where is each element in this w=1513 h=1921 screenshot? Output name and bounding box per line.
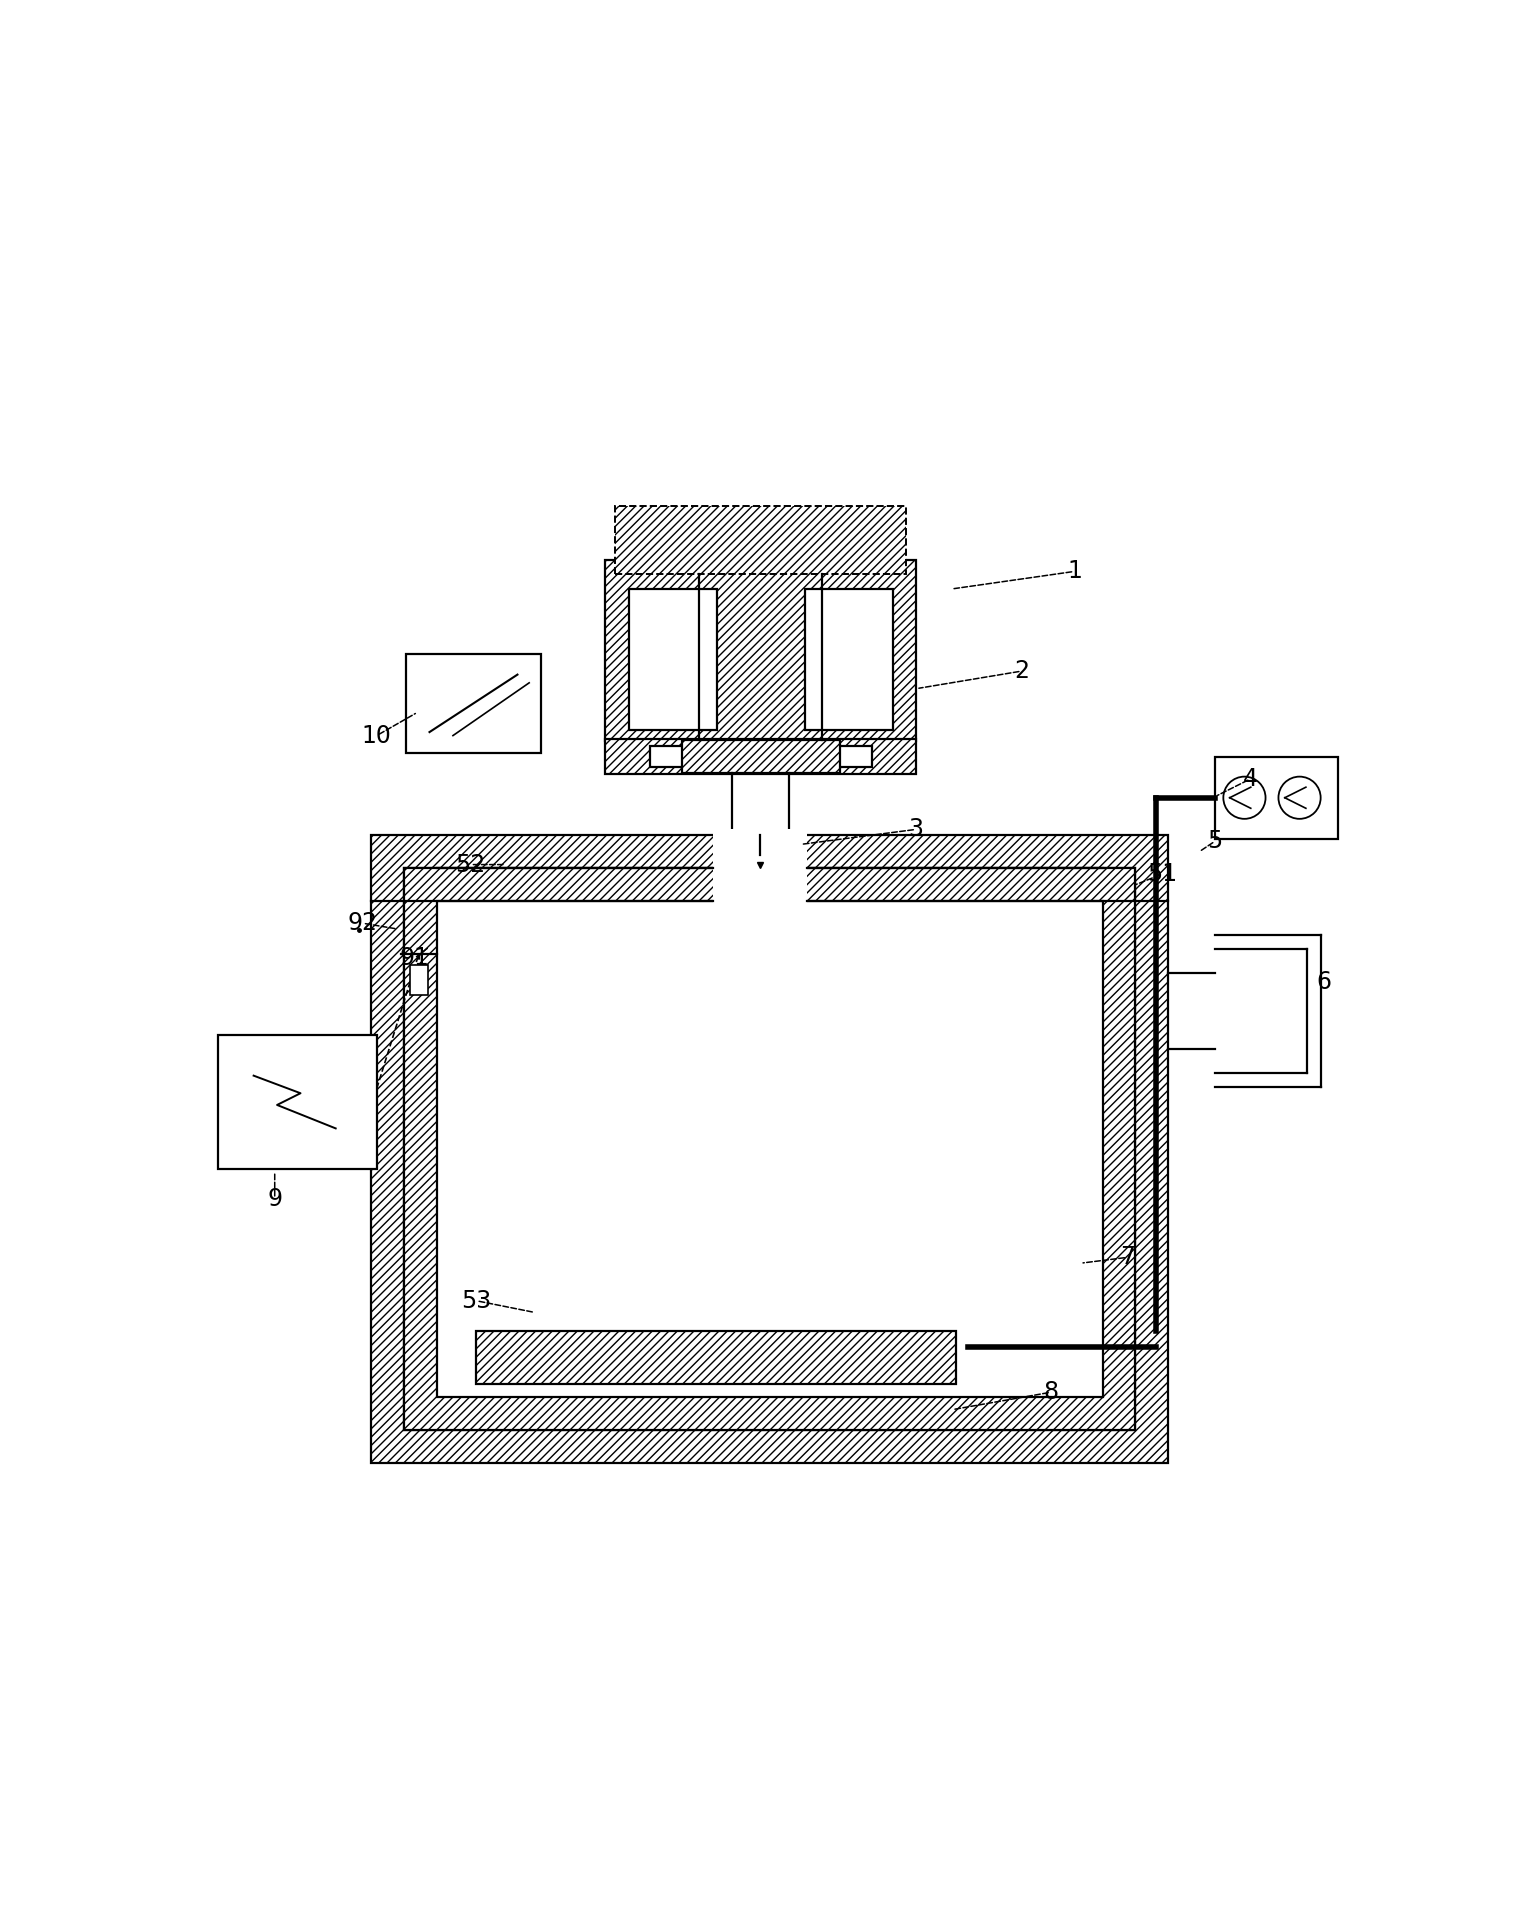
Bar: [404, 868, 1135, 1429]
Bar: [404, 868, 1135, 1429]
Text: 52: 52: [455, 853, 486, 876]
Bar: [651, 745, 871, 766]
Bar: [437, 901, 1103, 1397]
Text: 9: 9: [268, 1187, 283, 1210]
Bar: [614, 505, 906, 574]
Bar: [477, 1331, 956, 1383]
Bar: [713, 830, 806, 907]
Bar: [629, 590, 717, 730]
Text: 2: 2: [1014, 659, 1029, 684]
Bar: [405, 653, 542, 753]
Text: 3: 3: [909, 818, 923, 841]
Bar: [218, 1035, 377, 1170]
Bar: [371, 836, 1168, 1462]
Text: 5: 5: [1207, 830, 1223, 853]
Text: 10: 10: [362, 724, 392, 747]
Text: 7: 7: [1120, 1245, 1135, 1270]
Bar: [605, 559, 915, 742]
Text: 4: 4: [1242, 766, 1257, 791]
Text: 6: 6: [1316, 970, 1331, 993]
Bar: [1215, 757, 1337, 839]
Text: 92: 92: [348, 911, 378, 936]
Text: 8: 8: [1044, 1379, 1059, 1404]
Text: 51: 51: [1147, 863, 1177, 886]
Text: 91: 91: [399, 947, 430, 970]
Text: 1: 1: [1067, 559, 1082, 584]
Bar: [410, 966, 428, 995]
Bar: [605, 740, 915, 774]
Text: 53: 53: [461, 1289, 492, 1312]
Bar: [805, 590, 893, 730]
Bar: [681, 740, 840, 772]
